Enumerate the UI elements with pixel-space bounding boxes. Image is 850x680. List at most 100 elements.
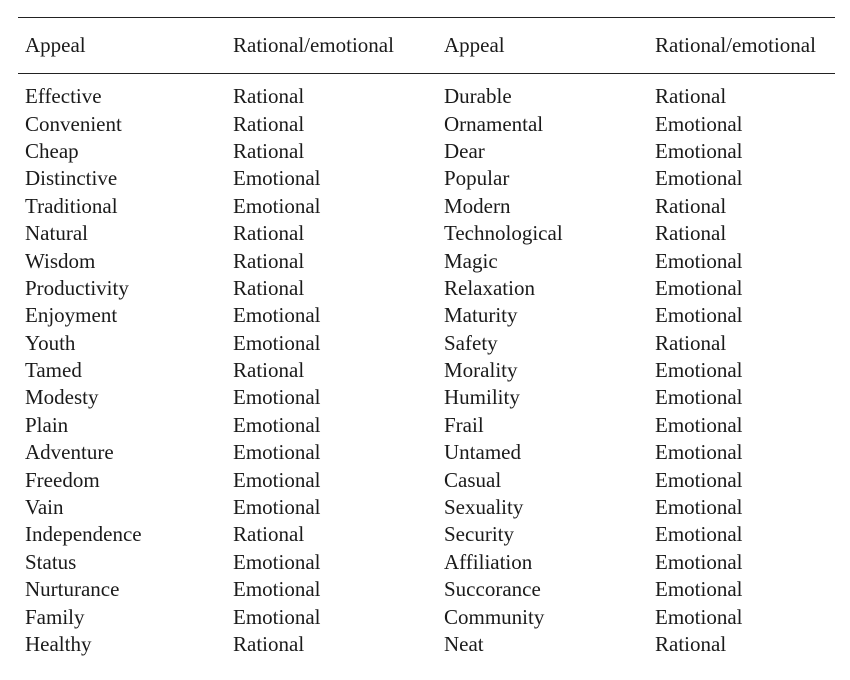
appeal-cell-right: Frail	[444, 412, 484, 437]
table-row: Family Emotional Community Emotional	[18, 603, 835, 630]
type-cell-left: Emotional	[233, 495, 321, 520]
appeal-cell-right: Modern	[444, 193, 511, 218]
type-cell-right: Emotional	[655, 412, 743, 437]
type-cell-right: Rational	[655, 84, 727, 109]
type-cell-right: Rational	[655, 193, 727, 218]
appeal-cell-left: Family	[25, 604, 85, 629]
table-row: Natural Rational Technological Rational	[18, 220, 835, 247]
type-cell-right: Emotional	[655, 303, 743, 328]
appeal-cell-right: Technological	[444, 221, 563, 246]
type-cell-right: Rational	[655, 632, 727, 656]
type-cell-right: Emotional	[655, 604, 743, 629]
table-row: Distinctive Emotional Popular Emotional	[18, 165, 835, 192]
appeal-cell-right: Magic	[444, 248, 498, 273]
type-cell-left: Emotional	[233, 467, 321, 492]
appeal-cell-right: Maturity	[444, 303, 518, 328]
type-cell-left: Emotional	[233, 604, 321, 629]
appeal-cell-left: Vain	[25, 495, 64, 520]
type-cell-left: Emotional	[233, 166, 321, 191]
appeal-cell-right: Casual	[444, 467, 502, 492]
type-cell-right: Emotional	[655, 467, 743, 492]
appeal-cell-right: Durable	[444, 84, 512, 109]
type-cell-left: Emotional	[233, 303, 321, 328]
appeal-cell-right: Community	[444, 604, 545, 629]
appeal-cell-left: Wisdom	[25, 248, 96, 273]
appeal-cell-right: Ornamental	[444, 111, 544, 136]
appeal-cell-left: Status	[25, 549, 77, 574]
appeal-cell-right: Succorance	[444, 577, 541, 602]
type-cell-left: Rational	[233, 248, 305, 273]
appeal-cell-left: Nurturance	[25, 577, 120, 602]
type-cell-left: Rational	[233, 358, 305, 383]
appeal-cell-left: Plain	[25, 412, 69, 437]
appeal-cell-right: Security	[444, 522, 514, 547]
table-row: Tamed Rational Morality Emotional	[18, 357, 835, 384]
appeal-cell-left: Healthy	[25, 632, 92, 656]
type-cell-right: Emotional	[655, 385, 743, 410]
type-cell-left: Emotional	[233, 330, 321, 355]
appeal-cell-left: Natural	[25, 221, 88, 246]
top-rule	[18, 17, 835, 18]
appeal-cell-left: Productivity	[25, 275, 129, 300]
table-row: Independence Rational Security Emotional	[18, 521, 835, 548]
table-row: Wisdom Rational Magic Emotional	[18, 247, 835, 274]
table-row: Freedom Emotional Casual Emotional	[18, 466, 835, 493]
table-body: Effective Rational Durable Rational Convenie…	[18, 74, 835, 658]
type-cell-right: Emotional	[655, 138, 743, 163]
table-row: Traditional Emotional Modern Rational	[18, 193, 835, 220]
type-cell-right: Emotional	[655, 358, 743, 383]
appeal-cell-right: Popular	[444, 166, 510, 191]
table-row: Productivity Rational Relaxation Emotional	[18, 275, 835, 302]
type-cell-right: Emotional	[655, 522, 743, 547]
appeal-cell-left: Enjoyment	[25, 303, 118, 328]
type-cell-left: Emotional	[233, 440, 321, 465]
appeal-cell-right: Safety	[444, 330, 498, 355]
table-row: Vain Emotional Sexuality Emotional	[18, 494, 835, 521]
type-cell-left: Rational	[233, 84, 305, 109]
type-cell-left: Rational	[233, 221, 305, 246]
type-cell-right: Emotional	[655, 275, 743, 300]
appeal-cell-left: Tamed	[25, 358, 82, 383]
type-cell-left: Emotional	[233, 385, 321, 410]
appeal-cell-left: Adventure	[25, 440, 114, 465]
type-cell-right: Emotional	[655, 577, 743, 602]
table-row: Healthy Rational Neat Rational	[18, 631, 835, 658]
appeal-cell-left: Traditional	[25, 193, 118, 218]
type-cell-right: Emotional	[655, 440, 743, 465]
type-cell-left: Rational	[233, 632, 305, 656]
table-header-row: Appeal Rational/emotional Appeal Rationa…	[18, 18, 835, 73]
appeal-cell-right: Dear	[444, 138, 485, 163]
appeal-cell-left: Effective	[25, 84, 102, 109]
type-cell-left: Emotional	[233, 193, 321, 218]
type-cell-left: Rational	[233, 138, 305, 163]
appeal-cell-left: Youth	[25, 330, 76, 355]
appeals-table: Appeal Rational/emotional Appeal Rationa…	[18, 17, 835, 658]
appeal-cell-right: Morality	[444, 358, 518, 383]
appeal-cell-left: Cheap	[25, 138, 79, 163]
type-cell-right: Rational	[655, 221, 727, 246]
type-cell-left: Emotional	[233, 412, 321, 437]
type-cell-right: Emotional	[655, 495, 743, 520]
appeal-cell-left: Modesty	[25, 385, 99, 410]
header-appeal-right: Appeal	[444, 33, 505, 57]
table-row: Adventure Emotional Untamed Emotional	[18, 439, 835, 466]
table-row: Nurturance Emotional Succorance Emotional	[18, 576, 835, 603]
table-row: Convenient Rational Ornamental Emotional	[18, 110, 835, 137]
header-rule	[18, 73, 835, 74]
type-cell-left: Rational	[233, 275, 305, 300]
type-cell-left: Emotional	[233, 549, 321, 574]
appeal-cell-right: Neat	[444, 632, 484, 656]
appeal-cell-left: Freedom	[25, 467, 100, 492]
appeal-cell-left: Independence	[25, 522, 142, 547]
type-cell-right: Rational	[655, 330, 727, 355]
type-cell-left: Emotional	[233, 577, 321, 602]
appeal-cell-left: Convenient	[25, 111, 122, 136]
header-rational-emotional-right: Rational/emotional	[655, 33, 816, 57]
appeal-cell-right: Humility	[444, 385, 520, 410]
type-cell-left: Rational	[233, 522, 305, 547]
type-cell-right: Emotional	[655, 248, 743, 273]
appeal-cell-right: Untamed	[444, 440, 521, 465]
table-row: Cheap Rational Dear Emotional	[18, 138, 835, 165]
table-row: Status Emotional Affiliation Emotional	[18, 549, 835, 576]
type-cell-left: Rational	[233, 111, 305, 136]
